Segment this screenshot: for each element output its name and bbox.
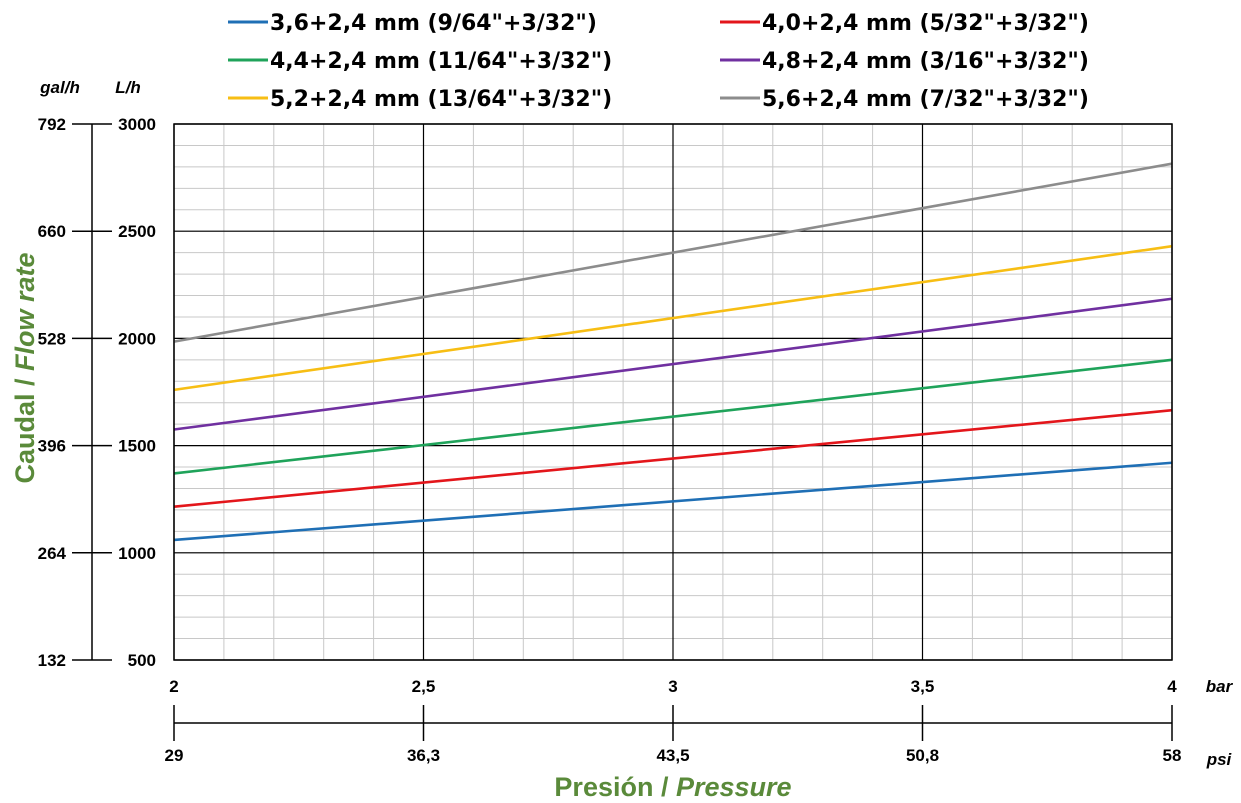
legend-label-1: 3,6+2,4 mm (9/64"+3/32") <box>270 11 597 36</box>
plot-frame <box>173 123 1173 661</box>
series-lines <box>173 162 1173 542</box>
x-axis-title-italic: Pressure <box>676 772 792 802</box>
y-tick-label-secondary: 792 <box>38 115 66 134</box>
x-tick-label-secondary: 58 <box>1163 746 1182 765</box>
legend: 3,6+2,4 mm (9/64"+3/32") 4,0+2,4 mm (5/32… <box>228 11 1089 112</box>
y-axis-title-italic: Flow rate <box>10 252 40 371</box>
y-tick-label: 1500 <box>118 437 156 456</box>
x-tick-label-secondary: 50,8 <box>906 746 939 765</box>
x-tick-label-secondary: 29 <box>165 746 184 765</box>
y-tick-label: 2500 <box>118 222 156 241</box>
x-tick-label-secondary: 36,3 <box>407 746 440 765</box>
y-tick-label-secondary: 528 <box>38 329 66 348</box>
x-tick-label: 3 <box>668 677 677 696</box>
y-unit-primary: L/h <box>115 78 141 97</box>
y-tick-label-secondary: 264 <box>38 544 67 563</box>
series-line-2 <box>173 408 1173 508</box>
x-tick-label: 2,5 <box>412 677 436 696</box>
x-unit-primary: bar <box>1206 677 1234 696</box>
series-line-3 <box>173 358 1173 475</box>
y-tick-label: 500 <box>128 651 156 670</box>
y-tick-label-secondary: 660 <box>38 222 66 241</box>
legend-label-3: 4,4+2,4 mm (11/64"+3/32") <box>270 49 612 74</box>
y-unit-secondary: gal/h <box>39 78 80 97</box>
series-line-5 <box>173 244 1173 392</box>
x-axis-title: Presión / Pressure <box>554 772 791 802</box>
y-tick-label: 2000 <box>118 329 156 348</box>
legend-label-5: 5,2+2,4 mm (13/64"+3/32") <box>270 87 612 112</box>
x-unit-secondary: psi <box>1206 750 1233 769</box>
series-line-4 <box>173 297 1173 431</box>
legend-label-2: 4,0+2,4 mm (5/32"+3/32") <box>762 11 1089 36</box>
y-tick-label-secondary: 132 <box>38 651 66 670</box>
y-tick-label-secondary: 396 <box>38 437 66 456</box>
x-tick-label-secondary: 43,5 <box>656 746 689 765</box>
x-tick-label: 4 <box>1167 677 1177 696</box>
y-tick-label: 1000 <box>118 544 156 563</box>
series-line-1 <box>173 461 1173 542</box>
legend-label-4: 4,8+2,4 mm (3/16"+3/32") <box>762 49 1089 74</box>
y-axis-title-main: Caudal / <box>10 371 40 484</box>
legend-label-6: 5,6+2,4 mm (7/32"+3/32") <box>762 87 1089 112</box>
x-tick-label: 3,5 <box>911 677 935 696</box>
y-tick-label: 3000 <box>118 115 156 134</box>
axes: 132 264 396 528 660 792 500 1000 1500 2000 2500 300… <box>38 115 1182 765</box>
y-axis-title: Caudal / Flow rate <box>10 252 40 483</box>
x-tick-label: 2 <box>169 677 178 696</box>
series-line-6 <box>173 162 1173 343</box>
x-axis-title-main: Presión / <box>554 772 676 802</box>
